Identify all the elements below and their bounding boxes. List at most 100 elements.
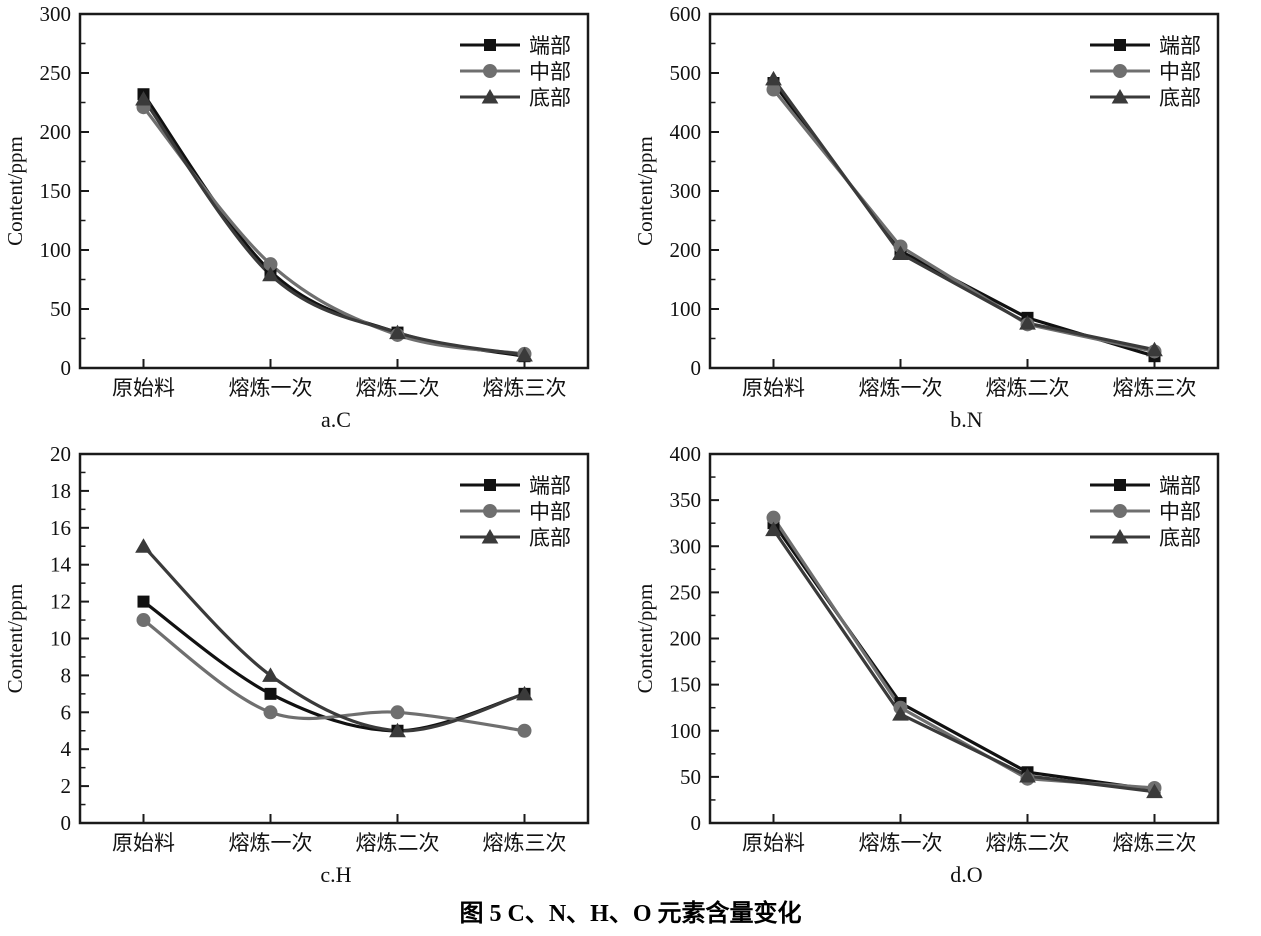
chart-oxygen-canvas: 0 50 100 150 200 250 300 350 400 原始料 熔炼一次 熔炼二次 熔炼三次 C… — [633, 442, 1220, 855]
series-markers — [765, 510, 1163, 799]
chart-carbon-canvas: 0 50 100 150 200 250 300 原始料 熔炼一次 熔炼二次 熔炼三次 Content… — [3, 2, 590, 400]
series-line-triangle — [141, 97, 527, 357]
y-tick-label: 14 — [50, 553, 72, 577]
x-category-label: 熔炼一次 — [859, 831, 943, 855]
legend-label: 底部 — [1159, 526, 1201, 550]
legend-label: 底部 — [529, 86, 571, 110]
data-point-circle — [263, 705, 278, 720]
y-tick-label: 100 — [670, 297, 702, 321]
y-tick-label: 50 — [50, 297, 71, 321]
y-axis: 0 50 100 150 200 250 300 350 400 — [670, 442, 719, 835]
legend-marker-square — [1114, 479, 1126, 491]
y-tick-label: 100 — [670, 719, 702, 743]
legend-label: 中部 — [529, 500, 571, 524]
y-axis: 0 100 200 300 400 500 600 — [670, 2, 719, 380]
series-lines — [141, 544, 527, 733]
y-tick-label: 8 — [61, 663, 72, 687]
data-point-triangle — [765, 70, 782, 86]
data-point-circle — [136, 613, 151, 628]
x-category-label: 熔炼三次 — [483, 376, 567, 400]
data-point-triangle — [262, 266, 279, 282]
legend-label: 底部 — [1159, 86, 1201, 110]
series-line-square — [771, 81, 1157, 358]
data-point-triangle — [1019, 767, 1036, 783]
chart-carbon-subtitle: a.C — [321, 407, 351, 432]
x-category-label: 原始料 — [112, 831, 175, 855]
plot-border — [78, 12, 590, 370]
y-tick-label: 250 — [670, 580, 702, 604]
x-category-label: 原始料 — [742, 831, 805, 855]
legend-marker-triangle — [481, 528, 499, 544]
data-point-circle — [390, 705, 405, 720]
series-markers — [135, 88, 533, 363]
legend-marker-triangle — [1111, 528, 1129, 544]
x-axis: 原始料 熔炼一次 熔炼二次 熔炼三次 — [742, 359, 1197, 400]
y-tick-label: 0 — [61, 811, 72, 835]
legend-label: 中部 — [1159, 60, 1201, 84]
data-point-triangle — [1146, 341, 1163, 357]
x-category-label: 熔炼二次 — [986, 831, 1070, 855]
x-category-label: 原始料 — [112, 376, 175, 400]
plot-border — [708, 452, 1220, 825]
y-axis-title: Content/ppm — [633, 584, 657, 694]
series-lines — [771, 77, 1157, 358]
y-tick-label: 600 — [670, 2, 702, 26]
y-tick-label: 50 — [680, 765, 701, 789]
legend-marker-square — [484, 479, 496, 491]
series-line-circle — [771, 87, 1157, 354]
y-axis: 0 50 100 150 200 250 300 — [40, 2, 89, 380]
series-lines — [771, 516, 1157, 794]
legend-label: 底部 — [529, 526, 571, 550]
y-tick-label: 0 — [691, 356, 702, 380]
series-markers — [765, 70, 1163, 363]
y-tick-label: 300 — [670, 179, 702, 203]
series-line-triangle — [771, 528, 1157, 794]
legend-label: 端部 — [1159, 34, 1201, 58]
chart-oxygen: 0 50 100 150 200 250 300 350 400 原始料 熔炼一次 熔炼二次 熔炼三次 C… — [630, 440, 1261, 896]
y-tick-label: 0 — [691, 811, 702, 835]
legend-marker-circle — [483, 64, 497, 78]
y-tick-label: 150 — [670, 673, 702, 697]
y-tick-label: 400 — [670, 120, 702, 144]
data-point-triangle — [892, 706, 909, 721]
legend-label: 端部 — [1159, 474, 1201, 498]
legend-label: 端部 — [529, 34, 571, 58]
data-point-triangle — [892, 245, 909, 261]
legend-marker-circle — [483, 504, 497, 518]
legend-label: 中部 — [1159, 500, 1201, 524]
series-line-circle — [141, 105, 527, 356]
y-tick-label: 2 — [61, 774, 72, 798]
y-tick-label: 100 — [40, 238, 72, 262]
series-line-triangle — [771, 77, 1157, 352]
legend-marker-circle — [1113, 504, 1127, 518]
chart-hydrogen-subtitle: c.H — [320, 862, 352, 887]
chart-nitrogen: 0 100 200 300 400 500 600 原始料 熔炼一次 熔炼二次 熔炼三次 Conten… — [630, 0, 1261, 440]
x-axis: 原始料 熔炼一次 熔炼二次 熔炼三次 — [742, 814, 1197, 855]
data-point-triangle — [1146, 783, 1163, 799]
figure-caption: 图 5 C、N、H、O 元素含量变化 — [459, 901, 802, 927]
y-tick-label: 10 — [50, 627, 71, 651]
y-tick-label: 500 — [670, 61, 702, 85]
y-tick-label: 350 — [670, 488, 702, 512]
x-category-label: 熔炼一次 — [229, 376, 313, 400]
y-tick-label: 200 — [40, 120, 72, 144]
series-line-square — [141, 92, 527, 358]
y-tick-label: 300 — [40, 2, 72, 26]
legend-marker-square — [1114, 39, 1126, 51]
y-tick-label: 300 — [670, 534, 702, 558]
legend-marker-square — [484, 39, 496, 51]
data-point-triangle — [389, 324, 406, 340]
data-point-triangle — [389, 722, 406, 738]
x-axis: 原始料 熔炼一次 熔炼二次 熔炼三次 — [112, 814, 567, 855]
data-point-triangle — [516, 685, 533, 701]
y-tick-label: 150 — [40, 179, 72, 203]
y-tick-label: 18 — [50, 479, 71, 503]
y-tick-label: 4 — [61, 737, 72, 761]
chart-carbon: 0 50 100 150 200 250 300 原始料 熔炼一次 熔炼二次 熔炼三次 Content… — [0, 0, 630, 440]
x-category-label: 熔炼三次 — [1113, 376, 1197, 400]
chart-oxygen-subtitle: d.O — [950, 862, 983, 887]
data-point-triangle — [135, 538, 152, 553]
